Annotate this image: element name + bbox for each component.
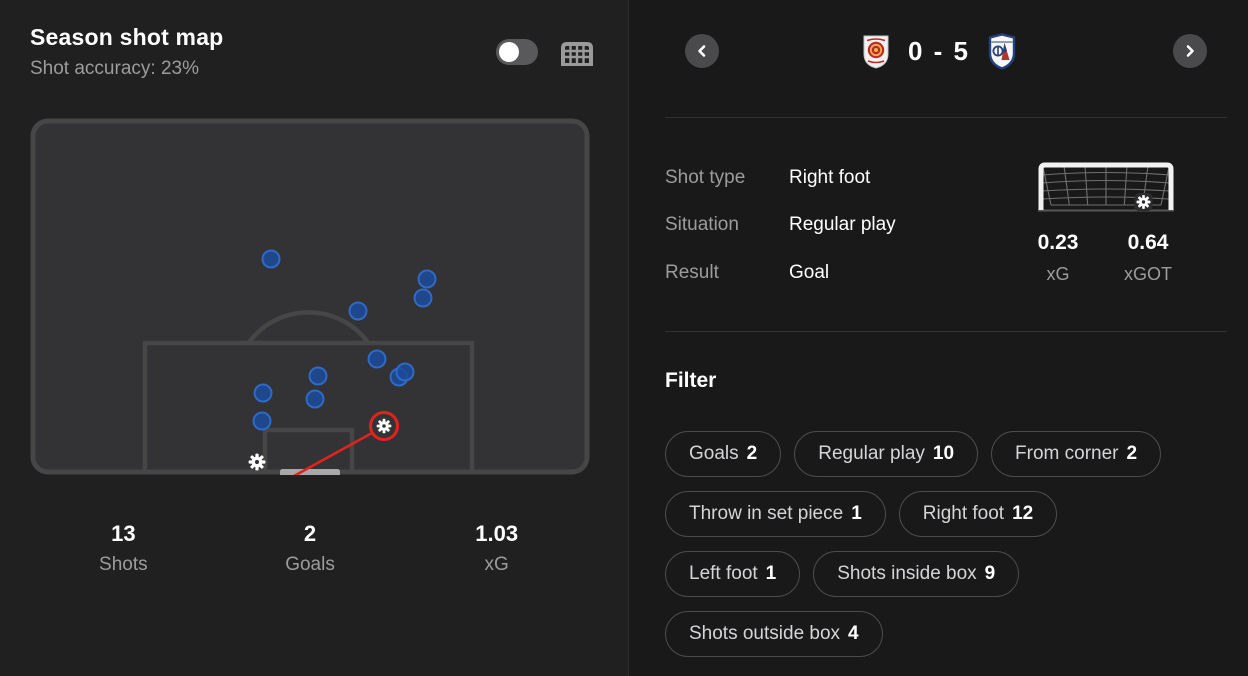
shot-dot[interactable] [261,249,281,269]
pitch-outline [30,118,590,475]
shot-trajectory-line [293,431,373,475]
goal-bar [280,469,340,475]
stat-shots: 13 Shots [30,521,217,576]
metric-xg-value: 0.23 [1037,231,1079,254]
gear-ball-icon [1136,195,1151,209]
filter-chip-shots-inside-box[interactable]: Shots inside box 9 [813,551,1020,597]
filter-chip-row: Goals 2 Regular play 10 From corner 2 [665,431,1162,477]
penalty-arc [246,310,371,345]
shot-detail-panel: 0 - 5 Shot type Right foot Situation Reg… [628,0,1248,676]
chip-label: Shots outside box [689,623,841,644]
detail-label: Shot type [665,167,746,188]
stat-xg: 1.03 xG [403,521,590,576]
filter-chip-regular-play[interactable]: Regular play 10 [794,431,979,477]
detail-label: Situation [665,214,739,235]
shot-dot[interactable] [417,269,437,289]
score-text: 0 - 5 [907,35,971,66]
filter-chip-row: Throw in set piece 1 Right foot 12 [665,491,1058,537]
goal-frame [1038,162,1174,210]
chip-count: 10 [932,443,955,464]
detail-value: Regular play [789,214,896,235]
section-divider [665,117,1227,118]
metric-xgot-value: 0.64 [1127,231,1169,254]
shot-map-toggle[interactable] [496,39,538,65]
filter-chip-left-foot[interactable]: Left foot 1 [665,551,801,597]
chip-count: 2 [1126,443,1138,464]
filter-chip-row: Left foot 1 Shots inside box 9 [665,551,1020,597]
filter-title: Filter [665,369,717,392]
goal-net-icon [561,41,593,66]
shot-map-pitch[interactable] [30,118,590,475]
match-score-strip: 0 - 5 [629,31,1248,71]
detail-row-situation: Situation Regular play [665,212,896,238]
penalty-box [142,340,475,473]
selected-goal-marker[interactable] [369,411,399,441]
chip-count: 9 [984,563,996,584]
filter-chip-goals[interactable]: Goals 2 [665,431,782,477]
previous-shot-button[interactable] [685,34,719,68]
chesterfield-crest [988,32,1016,70]
stat-shots-label: Shots [99,554,148,575]
six-yard-box [262,427,355,473]
detail-label: Result [665,262,719,283]
metric-xg-label: xG [1046,264,1070,284]
chevron-right-icon [1186,45,1194,57]
gear-ball-icon [376,418,392,434]
metric-xgot-label: xGOT [1124,264,1172,284]
metric-xgot: 0.64 xGOT [1111,231,1185,285]
filter-chip-from-corner[interactable]: From corner 2 [991,431,1162,477]
chip-label: Goals [689,443,739,464]
chip-count: 4 [848,623,859,644]
gear-ball-icon [248,453,266,471]
goal-mouth-diagram [1038,162,1174,212]
chip-count: 1 [765,563,777,584]
goal-marker[interactable] [248,453,266,471]
toggle-knob [499,42,519,62]
season-shot-map-panel: Season shot map Shot accuracy: 23% [30,24,596,576]
shot-dot[interactable] [348,301,368,321]
stat-goals: 2 Goals [217,521,404,576]
stat-xg-label: xG [484,554,509,575]
next-shot-button[interactable] [1173,34,1207,68]
stat-xg-value: 1.03 [475,521,519,546]
shot-dot[interactable] [367,349,387,369]
chip-label: Right foot [922,503,1005,524]
shot-dot[interactable] [305,389,325,409]
shot-accuracy-subtitle: Shot accuracy: 23% [30,58,199,79]
section-divider [665,331,1227,332]
chip-label: Regular play [818,443,925,464]
detail-row-result: Result Goal [665,260,829,286]
filter-chip-right-foot[interactable]: Right foot 12 [898,491,1058,537]
chip-label: Throw in set piece [689,503,844,524]
detail-value: Right foot [789,167,871,188]
filter-chip-row: Shots outside box 4 [665,611,883,657]
stat-shots-value: 13 [111,521,136,546]
shot-dot[interactable] [395,362,415,382]
detail-row-shot-type: Shot type Right foot [665,165,870,191]
stat-goals-label: Goals [285,554,335,575]
stat-goals-value: 2 [303,521,317,546]
shot-dot[interactable] [413,288,433,308]
metric-xg: 0.23 xG [1021,231,1095,285]
shot-dot[interactable] [252,411,272,431]
chip-label: Left foot [689,563,758,584]
goal-view-button[interactable] [558,40,596,66]
detail-value: Goal [789,262,830,283]
filter-chip-throw-in[interactable]: Throw in set piece 1 [665,491,886,537]
season-stats-row: 13 Shots 2 Goals 1.03 xG [30,521,590,576]
shot-dot[interactable] [253,383,273,403]
chip-label: Shots inside box [837,563,977,584]
crewe-alexandra-crest [863,35,889,69]
chip-count: 1 [851,503,862,524]
chip-count: 12 [1012,503,1034,524]
filter-chip-shots-outside-box[interactable]: Shots outside box 4 [665,611,883,657]
chip-label: From corner [1015,443,1119,464]
chip-count: 2 [746,443,758,464]
chevron-left-icon [698,45,706,57]
page-title: Season shot map [30,24,224,50]
shot-dot[interactable] [308,366,328,386]
